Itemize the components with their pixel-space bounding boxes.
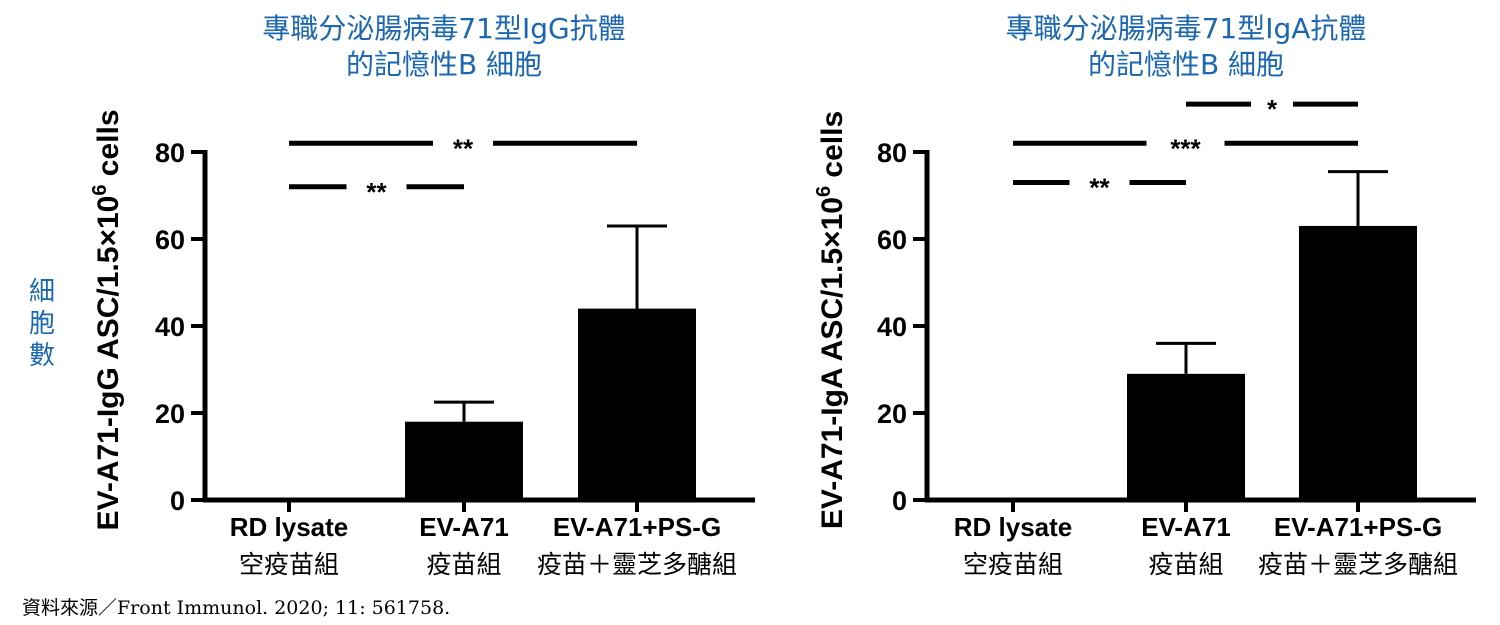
side-label-char-2: 胞 [29, 309, 55, 339]
iga-significance-label: *** [1170, 133, 1201, 163]
side-label-char-3: 數 [29, 341, 55, 371]
iga-y-tick-label: 40 [877, 312, 907, 342]
side-label-char-1: 細 [29, 277, 55, 307]
igg-y-tick-label: 0 [170, 486, 185, 516]
iga-y-axis-label: EV-A71-IgA ASC/1.5×106 cells [813, 111, 849, 529]
iga-chart-title-line-1: 專職分泌腸病毒71型IgA抗體 [1006, 12, 1367, 45]
igg-category-label-zh: 空疫苗組 [239, 550, 339, 579]
igg-category-label-zh: 疫苗組 [426, 550, 501, 579]
iga-category-label-zh: 疫苗組 [1148, 550, 1223, 579]
igg-chart-panel: 專職分泌腸病毒71型IgG抗體 的記憶性B 細胞 EV-A71-IgG ASC/… [89, 12, 755, 579]
iga-y-tick-label: 0 [892, 486, 907, 516]
igg-bar [578, 308, 696, 500]
igg-significance-label: ** [366, 177, 387, 207]
iga-bar [1299, 225, 1417, 500]
igg-chart-title-line-2: 的記憶性B 細胞 [346, 48, 542, 81]
igg-y-tick-label: 40 [155, 312, 185, 342]
iga-y-tick-label: 80 [877, 138, 907, 168]
iga-chart-panel: 專職分泌腸病毒71型IgA抗體 的記憶性B 細胞 EV-A71-IgA ASC/… [813, 12, 1476, 579]
iga-category-label: EV-A71 [1141, 512, 1231, 542]
iga-significance-label: * [1267, 94, 1278, 124]
iga-category-label-zh: 空疫苗組 [963, 550, 1063, 579]
iga-chart-title-line-2: 的記憶性B 細胞 [1088, 48, 1284, 81]
igg-y-tick-label: 60 [155, 225, 185, 255]
iga-bar [954, 500, 1072, 501]
igg-y-tick-label: 20 [155, 399, 185, 429]
igg-category-label-zh: 疫苗＋靈芝多醣組 [537, 550, 737, 579]
igg-y-axis-label: EV-A71-IgG ASC/1.5×106 cells [89, 109, 125, 530]
iga-y-tick-label: 60 [877, 225, 907, 255]
igg-chart-title-line-1: 專職分泌腸病毒71型IgG抗體 [262, 12, 625, 45]
iga-category-label: EV-A71+PS-G [1274, 512, 1442, 542]
igg-bar [230, 500, 348, 501]
iga-bar [1127, 373, 1245, 500]
igg-y-tick-label: 80 [155, 138, 185, 168]
igg-significance-label: ** [453, 133, 474, 163]
igg-category-label: EV-A71 [419, 512, 509, 542]
iga-category-label: RD lysate [954, 512, 1073, 542]
iga-significance-label: ** [1089, 172, 1110, 202]
iga-y-tick-label: 20 [877, 399, 907, 429]
igg-category-label: EV-A71+PS-G [553, 512, 721, 542]
iga-category-label-zh: 疫苗＋靈芝多醣組 [1258, 550, 1458, 579]
source-note: 資料來源／Front Immunol. 2020; 11: 561758. [22, 597, 450, 619]
igg-category-label: RD lysate [230, 512, 349, 542]
igg-bar [405, 421, 523, 500]
